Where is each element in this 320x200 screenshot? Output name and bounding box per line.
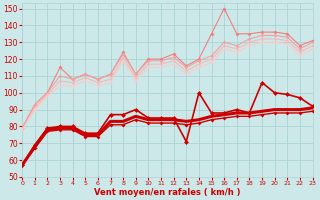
X-axis label: Vent moyen/en rafales ( km/h ): Vent moyen/en rafales ( km/h ) bbox=[94, 188, 241, 197]
